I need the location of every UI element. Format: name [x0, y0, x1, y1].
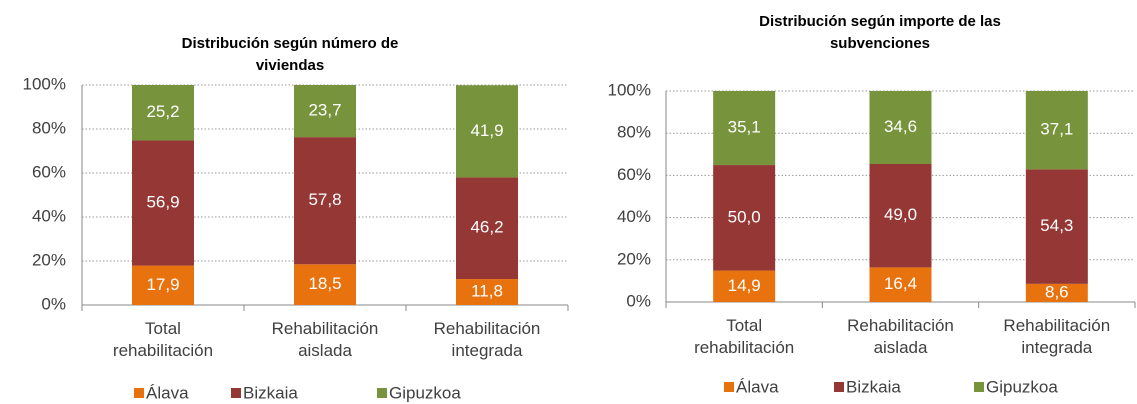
x-tick-label: Rehabilitación integrada — [1003, 316, 1110, 357]
value-label: 57,8 — [308, 190, 341, 209]
bar-segment — [713, 270, 776, 302]
legend-swatch — [724, 382, 734, 392]
value-label: 54,3 — [1040, 216, 1073, 235]
bar-segment — [456, 177, 518, 280]
x-tick-label: Total rehabilitación — [113, 319, 213, 360]
legend-label: Bizkaia — [846, 377, 901, 396]
value-label: 8,6 — [1045, 282, 1069, 301]
value-label: 56,9 — [146, 193, 179, 212]
bar-segment — [1025, 283, 1088, 302]
legend-label: Gipuzkoa — [389, 383, 461, 402]
x-tick-label: Rehabilitación aislada — [272, 319, 379, 360]
bar-segment — [294, 85, 356, 138]
value-label: 23,7 — [308, 101, 341, 120]
value-label: 16,4 — [884, 274, 917, 293]
bar-segment — [456, 279, 518, 305]
y-tick-label: 40% — [617, 207, 651, 226]
bar-segment — [869, 164, 932, 268]
bar-segment — [294, 137, 356, 265]
chart-title: Distribución según número de viviendas — [182, 35, 399, 74]
bar-segment — [713, 165, 776, 271]
legend-label: Álava — [736, 377, 779, 396]
x-tick-label: Rehabilitación integrada — [434, 319, 541, 360]
legend-label: Bizkaia — [243, 383, 298, 402]
value-label: 17,9 — [146, 275, 179, 294]
bar-segment — [1025, 169, 1088, 284]
x-tick-label: Total rehabilitación — [694, 316, 794, 357]
value-label: 50,0 — [728, 207, 761, 226]
bar-segment — [294, 264, 356, 305]
y-tick-label: 20% — [32, 250, 66, 269]
value-label: 46,2 — [470, 218, 503, 237]
x-tick-label: Rehabilitación aislada — [847, 316, 954, 357]
y-tick-label: 0% — [41, 294, 66, 313]
legend-label: Gipuzkoa — [986, 377, 1058, 396]
y-tick-label: 40% — [32, 206, 66, 225]
bar-segment — [132, 265, 194, 305]
y-tick-label: 0% — [626, 291, 651, 310]
bar-segment — [132, 140, 194, 266]
chart-title: Distribución según importe de las subvenc… — [759, 13, 1001, 52]
legend-label: Álava — [146, 383, 189, 402]
value-label: 25,2 — [146, 102, 179, 121]
bar-segment — [713, 91, 776, 166]
legend-swatch — [834, 382, 844, 392]
value-label: 49,0 — [884, 205, 917, 224]
y-tick-label: 80% — [617, 123, 651, 142]
bar-segment — [1025, 91, 1088, 170]
legend-swatch — [231, 388, 241, 398]
legend-swatch — [134, 388, 144, 398]
y-tick-label: 20% — [617, 249, 651, 268]
value-label: 34,6 — [884, 117, 917, 136]
value-label: 41,9 — [470, 121, 503, 140]
value-label: 37,1 — [1040, 120, 1073, 139]
value-label: 18,5 — [308, 274, 341, 293]
bar-segment — [456, 85, 518, 178]
legend-swatch — [377, 388, 387, 398]
value-label: 11,8 — [471, 282, 503, 301]
bar-segment — [869, 91, 932, 165]
legend-swatch — [974, 382, 984, 392]
value-label: 35,1 — [728, 118, 761, 137]
bar-segment — [869, 267, 932, 302]
y-tick-label: 60% — [32, 162, 66, 181]
bar-segment — [132, 85, 194, 141]
y-tick-label: 100% — [23, 74, 66, 93]
y-tick-label: 80% — [32, 118, 66, 137]
y-tick-label: 60% — [617, 165, 651, 184]
value-label: 14,9 — [728, 276, 761, 295]
y-tick-label: 100% — [608, 80, 651, 99]
